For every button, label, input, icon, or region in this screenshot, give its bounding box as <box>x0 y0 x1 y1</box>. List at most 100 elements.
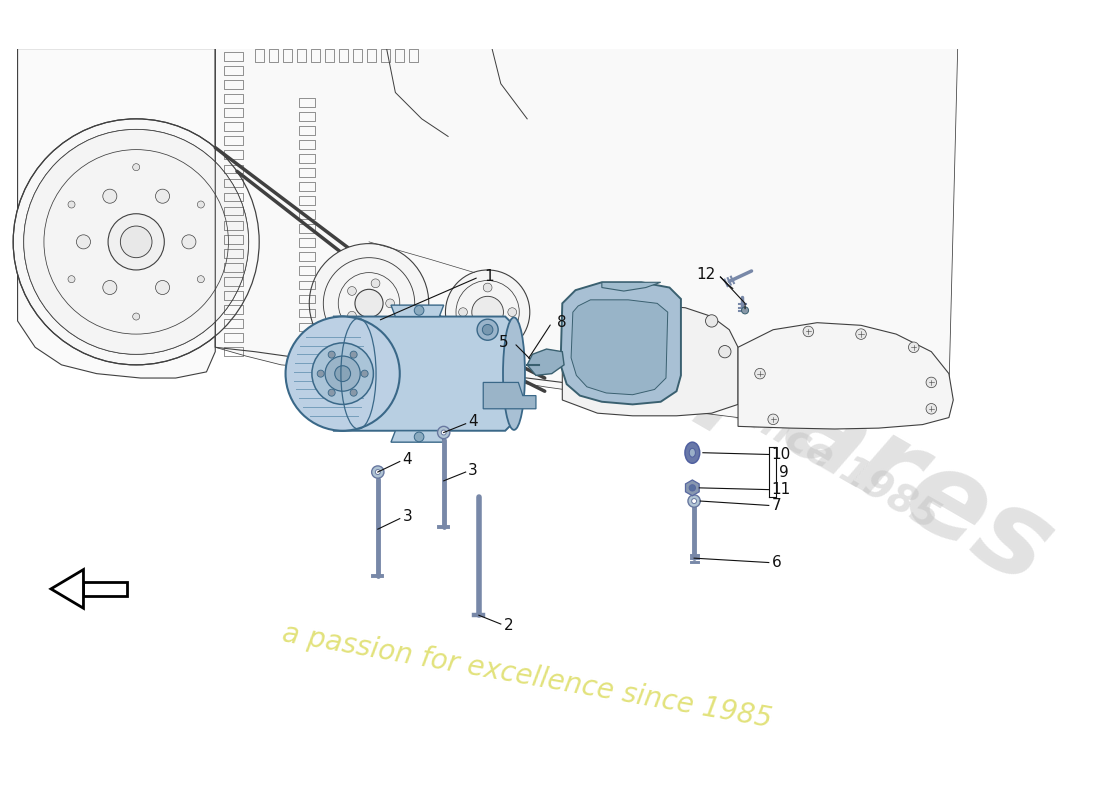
Bar <box>299 309 315 318</box>
Circle shape <box>477 319 498 340</box>
Text: 12: 12 <box>696 267 716 282</box>
Bar <box>224 206 243 215</box>
Circle shape <box>909 342 918 353</box>
Circle shape <box>371 279 380 288</box>
Circle shape <box>415 432 424 442</box>
Polygon shape <box>562 305 738 416</box>
Circle shape <box>926 377 936 388</box>
Bar <box>299 224 315 233</box>
Circle shape <box>768 414 779 425</box>
Circle shape <box>441 430 447 435</box>
Text: 6: 6 <box>771 555 781 570</box>
Text: 3: 3 <box>403 510 412 524</box>
Circle shape <box>690 485 695 491</box>
Bar <box>224 334 243 342</box>
Circle shape <box>133 313 140 320</box>
Circle shape <box>386 299 395 308</box>
Bar <box>224 347 243 356</box>
Polygon shape <box>561 282 681 404</box>
Bar <box>297 49 306 62</box>
Circle shape <box>76 235 90 249</box>
Bar <box>299 154 315 162</box>
Circle shape <box>688 495 701 507</box>
Ellipse shape <box>321 317 364 430</box>
Circle shape <box>197 201 205 208</box>
Polygon shape <box>571 300 668 394</box>
Circle shape <box>472 296 504 328</box>
Polygon shape <box>527 349 564 375</box>
Bar <box>299 140 315 149</box>
Circle shape <box>483 283 492 292</box>
Circle shape <box>372 466 384 478</box>
Circle shape <box>155 189 169 203</box>
Bar <box>299 196 315 205</box>
Bar <box>224 94 243 103</box>
Circle shape <box>312 343 373 404</box>
Bar <box>299 168 315 177</box>
Circle shape <box>133 164 140 170</box>
Bar <box>283 49 292 62</box>
Text: a passion for excellence since 1985: a passion for excellence since 1985 <box>280 620 774 734</box>
Circle shape <box>328 389 336 396</box>
Circle shape <box>661 304 674 317</box>
Circle shape <box>348 311 356 320</box>
Circle shape <box>108 214 164 270</box>
Circle shape <box>334 366 351 382</box>
Circle shape <box>483 332 492 341</box>
Ellipse shape <box>685 442 700 463</box>
Bar <box>299 112 315 121</box>
Text: 8: 8 <box>557 315 566 330</box>
Bar <box>367 49 376 62</box>
Bar <box>311 49 320 62</box>
Bar <box>409 49 418 62</box>
Bar <box>224 108 243 117</box>
Circle shape <box>741 307 749 314</box>
Bar <box>299 294 315 303</box>
Bar <box>224 221 243 230</box>
Bar <box>299 281 315 290</box>
Polygon shape <box>602 282 661 291</box>
Ellipse shape <box>503 318 525 430</box>
Polygon shape <box>18 49 216 378</box>
Circle shape <box>609 381 622 393</box>
Circle shape <box>755 368 766 379</box>
Circle shape <box>326 356 360 391</box>
Text: eurospares: eurospares <box>368 138 1072 610</box>
Bar <box>299 252 315 261</box>
Bar <box>326 49 334 62</box>
Circle shape <box>926 403 936 414</box>
Circle shape <box>446 270 530 354</box>
Circle shape <box>197 276 205 282</box>
Circle shape <box>120 226 152 258</box>
Bar <box>353 49 362 62</box>
Circle shape <box>355 290 383 318</box>
Polygon shape <box>390 430 443 442</box>
Bar <box>224 277 243 286</box>
Bar <box>224 178 243 187</box>
Circle shape <box>309 244 429 363</box>
Polygon shape <box>84 582 128 596</box>
Bar <box>299 98 315 106</box>
Circle shape <box>348 286 356 295</box>
Circle shape <box>483 325 493 335</box>
Circle shape <box>574 376 586 389</box>
Bar <box>224 193 243 202</box>
Circle shape <box>415 306 424 315</box>
Polygon shape <box>483 382 536 409</box>
Circle shape <box>375 470 381 474</box>
Text: 9: 9 <box>779 465 789 479</box>
Text: 4: 4 <box>403 452 412 467</box>
Bar <box>224 122 243 131</box>
Bar <box>299 238 315 247</box>
Circle shape <box>182 235 196 249</box>
Bar <box>395 49 404 62</box>
Circle shape <box>459 308 468 317</box>
Circle shape <box>371 319 380 328</box>
Circle shape <box>609 306 622 318</box>
Circle shape <box>856 329 867 339</box>
Text: 1: 1 <box>484 270 494 285</box>
Bar <box>224 80 243 89</box>
Bar <box>224 249 243 258</box>
Circle shape <box>361 370 368 377</box>
Circle shape <box>661 381 674 393</box>
